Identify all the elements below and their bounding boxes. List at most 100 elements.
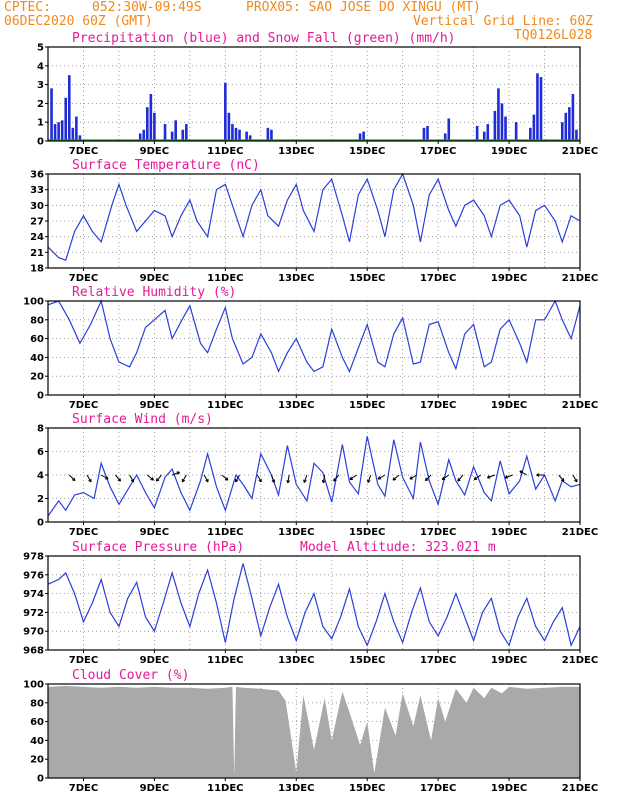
wind-arrow xyxy=(367,474,372,483)
y-tick-label: 978 xyxy=(23,552,44,563)
precip-bar xyxy=(514,122,518,141)
y-tick-label: 5 xyxy=(37,43,44,54)
precip-bar xyxy=(64,97,68,141)
x-tick-label: 15DEC xyxy=(349,400,385,411)
panel-4: 968 970 972 974 976 978 7DEC 9DEC 11DEC 13DEC 15DE… xyxy=(23,540,598,666)
y-tick-label: 0 xyxy=(37,391,44,402)
header-coords: 052:30W-09:49S xyxy=(92,0,202,15)
precip-bar xyxy=(75,116,78,141)
wind-arrow-head xyxy=(560,479,565,482)
x-tick-label: 13DEC xyxy=(278,655,314,666)
precip-bar xyxy=(57,122,60,141)
precip-bar xyxy=(170,131,174,141)
precip-bar xyxy=(231,124,234,141)
wind-arrow xyxy=(115,474,121,482)
wind-arrow xyxy=(473,474,481,480)
plot-frame xyxy=(47,555,581,651)
wind-arrow xyxy=(377,474,386,480)
wind-arrow-head xyxy=(409,476,412,480)
panel-1: 18 21 24 27 30 33 36 7DEC 9DEC 11DEC 13DEC 15DEC 17D… xyxy=(30,158,598,284)
x-tick-label: 9DEC xyxy=(140,783,169,794)
precip-bar xyxy=(153,112,156,141)
precip-bar xyxy=(529,127,532,141)
wind-arrow xyxy=(86,474,92,483)
precip-bar xyxy=(78,135,82,141)
wind-arrow-head xyxy=(177,471,181,475)
x-tick-label: 19DEC xyxy=(491,273,527,284)
wind-arrow-head xyxy=(504,475,508,479)
wind-arrow-head xyxy=(286,479,289,484)
wind-arrow-head xyxy=(441,476,444,480)
series-line xyxy=(47,563,581,648)
wind-arrow-head xyxy=(271,480,275,483)
wind-arrow-head xyxy=(88,479,92,483)
y-tick-label: 80 xyxy=(30,698,44,709)
precip-bar xyxy=(426,125,429,141)
x-tick-label: 15DEC xyxy=(349,783,385,794)
x-tick-label: 17DEC xyxy=(420,655,456,666)
panel-subtitle: Model Altitude: 323.021 m xyxy=(300,540,496,555)
wind-arrow-head xyxy=(130,479,134,483)
y-tick-label: 0 xyxy=(37,518,44,529)
y-tick-label: 80 xyxy=(30,315,44,326)
precip-bar xyxy=(138,133,142,141)
x-tick-label: 21DEC xyxy=(562,400,598,411)
wind-arrow xyxy=(68,474,76,482)
precip-bar xyxy=(504,116,507,141)
header-model: TQ0126L028 xyxy=(514,28,593,43)
panel-title: Surface Wind (m/s) xyxy=(72,412,213,427)
wind-arrow xyxy=(235,474,240,483)
precip-bar xyxy=(486,124,490,141)
wind-arrow xyxy=(100,474,109,480)
y-tick-label: 100 xyxy=(23,680,44,691)
x-tick-label: 15DEC xyxy=(349,527,385,538)
header-grid-note: Vertical Grid Line: 60Z xyxy=(413,14,594,29)
y-tick-label: 36 xyxy=(30,170,44,181)
wind-arrow xyxy=(519,470,528,476)
x-tick-label: 7DEC xyxy=(69,273,98,284)
x-tick-label: 7DEC xyxy=(69,783,98,794)
precip-bar xyxy=(142,129,146,141)
precip-bar xyxy=(493,110,497,141)
y-tick-label: 976 xyxy=(23,570,44,581)
y-tick-label: 40 xyxy=(30,736,44,747)
x-tick-label: 15DEC xyxy=(349,655,385,666)
wind-arrow xyxy=(203,474,209,483)
x-tick-label: 11DEC xyxy=(207,146,243,157)
y-tick-label: 24 xyxy=(30,232,44,243)
wind-arrow xyxy=(155,474,162,482)
panel-title: Surface Temperature (nC) xyxy=(72,158,260,173)
y-tick-label: 20 xyxy=(30,372,44,383)
x-tick-label: 7DEC xyxy=(69,400,98,411)
panel-title: Surface Pressure (hPa) xyxy=(72,540,244,555)
precip-bar xyxy=(53,124,57,141)
y-tick-label: 40 xyxy=(30,353,44,364)
wind-arrow-head xyxy=(258,479,262,483)
precip-bar xyxy=(238,129,241,141)
wind-arrow xyxy=(322,474,326,483)
precip-bar xyxy=(67,75,71,141)
y-tick-label: 60 xyxy=(30,334,44,345)
precip-bar xyxy=(227,112,231,141)
y-tick-label: 0 xyxy=(37,774,44,785)
x-tick-label: 7DEC xyxy=(69,527,98,538)
wind-arrow-head xyxy=(321,479,324,484)
precip-bar xyxy=(174,120,177,141)
precip-bar xyxy=(482,131,486,141)
precip-bar xyxy=(71,127,75,141)
header-location: PROX05: SAO JOSE DO XINGU (MT) xyxy=(246,0,481,15)
x-tick-label: 21DEC xyxy=(562,655,598,666)
precip-bar xyxy=(248,135,252,141)
y-tick-label: 974 xyxy=(23,589,44,600)
x-tick-label: 21DEC xyxy=(562,146,598,157)
wind-arrow xyxy=(129,474,135,483)
x-tick-label: 13DEC xyxy=(278,400,314,411)
x-tick-label: 9DEC xyxy=(140,273,169,284)
precip-bar xyxy=(575,129,578,141)
wind-arrow-head xyxy=(224,479,229,481)
wind-arrow-head xyxy=(205,479,209,483)
wind-arrow-head xyxy=(333,478,335,482)
y-tick-label: 60 xyxy=(30,717,44,728)
x-tick-label: 19DEC xyxy=(491,527,527,538)
x-tick-label: 21DEC xyxy=(562,783,598,794)
